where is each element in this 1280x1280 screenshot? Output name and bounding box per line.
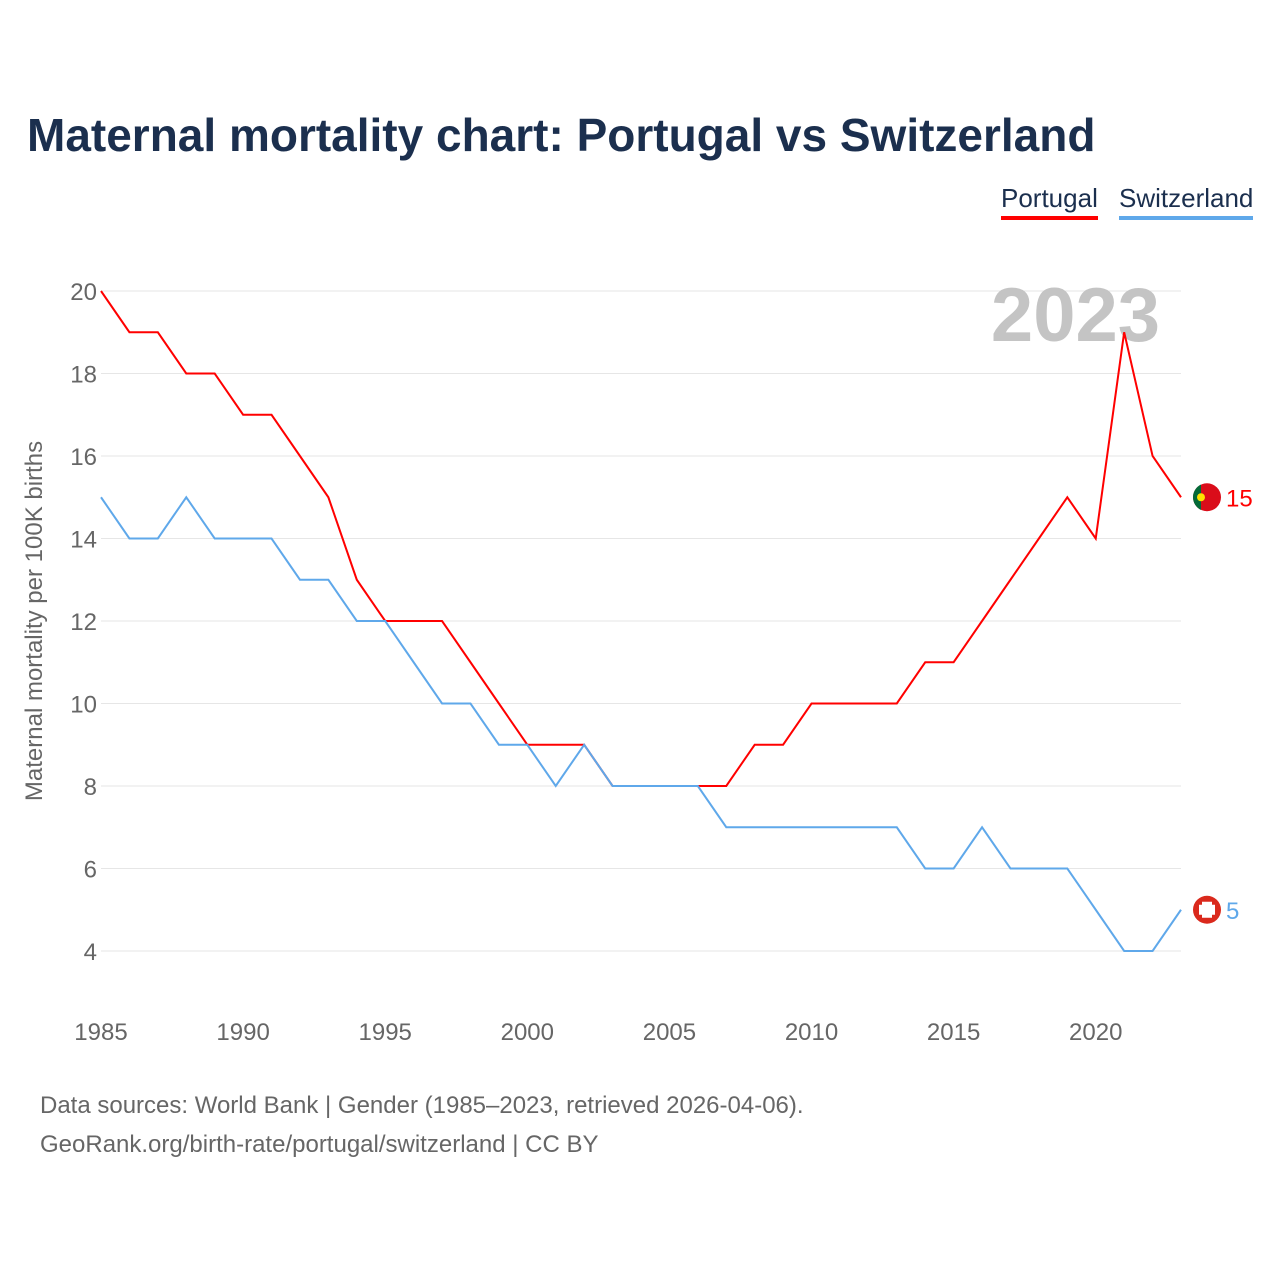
flag-cross-h [1199, 904, 1215, 915]
y-tick-label: 8 [84, 774, 97, 801]
legend-switzerland[interactable]: Switzerland [1119, 183, 1254, 220]
y-tick-label: 4 [84, 939, 97, 966]
year-label: 2023 [991, 273, 1160, 358]
x-tick-label: 2000 [501, 1019, 554, 1046]
y-tick-label: 20 [70, 279, 97, 306]
x-tick-label: 2020 [1069, 1019, 1122, 1046]
series-line-switzerland [100, 495, 1182, 952]
y-tick-label: 14 [70, 527, 97, 554]
y-tick-label: 18 [70, 362, 97, 389]
chart-title: Maternal mortality chart: Portugal vs Sw… [27, 109, 1096, 161]
flag-portugal-emblem [1197, 493, 1205, 502]
y-axis-label: Maternal mortality per 100K births [21, 441, 48, 801]
source-note: Data sources: World Bank | Gender (1985–… [40, 1086, 804, 1164]
x-tick-label: 2005 [643, 1019, 696, 1046]
x-tick-label: 1990 [216, 1019, 269, 1046]
x-tick-label: 2010 [785, 1019, 838, 1046]
x-tick-label: 1985 [74, 1019, 127, 1046]
y-tick-label: 16 [70, 444, 97, 471]
legend-portugal[interactable]: Portugal [1001, 183, 1098, 220]
x-tick-label: 2015 [927, 1019, 980, 1046]
end-value-label: 15 [1226, 485, 1253, 512]
x-tick-label: 1995 [359, 1019, 412, 1046]
y-tick-label: 10 [70, 692, 97, 719]
source-line-1: Data sources: World Bank | Gender (1985–… [40, 1092, 804, 1119]
y-tick-label: 6 [84, 857, 97, 884]
source-line-2[interactable]: GeoRank.org/birth-rate/portugal/switzerl… [40, 1131, 599, 1158]
y-tick-label: 12 [70, 609, 97, 636]
end-value-label: 5 [1226, 898, 1239, 925]
